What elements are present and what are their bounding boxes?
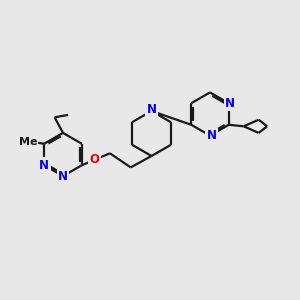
Text: N: N (146, 103, 157, 116)
Text: N: N (39, 159, 49, 172)
Text: Me: Me (19, 137, 37, 147)
Text: N: N (206, 129, 217, 142)
Text: N: N (58, 169, 68, 183)
Text: O: O (89, 153, 99, 167)
Text: N: N (225, 97, 235, 110)
